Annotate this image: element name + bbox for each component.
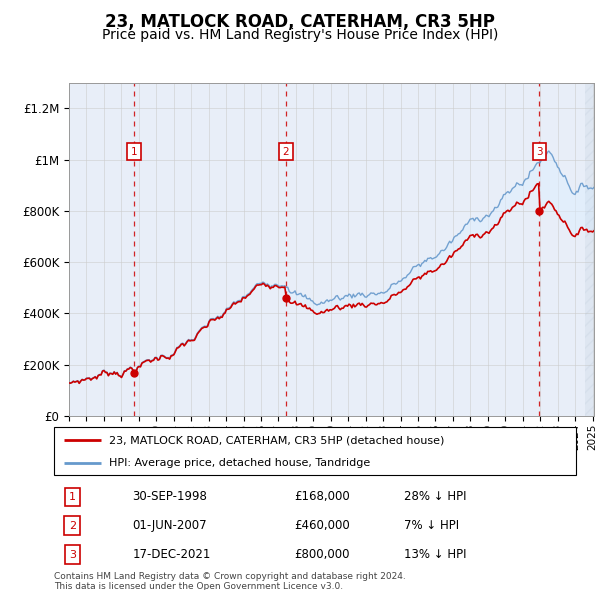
Text: 2: 2	[69, 521, 76, 530]
Text: £800,000: £800,000	[294, 548, 350, 561]
Text: £460,000: £460,000	[294, 519, 350, 532]
Text: 2: 2	[283, 147, 289, 157]
Text: Price paid vs. HM Land Registry's House Price Index (HPI): Price paid vs. HM Land Registry's House …	[102, 28, 498, 42]
Text: £168,000: £168,000	[294, 490, 350, 503]
Text: HPI: Average price, detached house, Tandridge: HPI: Average price, detached house, Tand…	[109, 458, 370, 468]
Text: 23, MATLOCK ROAD, CATERHAM, CR3 5HP (detached house): 23, MATLOCK ROAD, CATERHAM, CR3 5HP (det…	[109, 435, 444, 445]
Text: 7% ↓ HPI: 7% ↓ HPI	[404, 519, 459, 532]
Text: 1: 1	[131, 147, 138, 157]
Text: 3: 3	[69, 549, 76, 559]
Text: 13% ↓ HPI: 13% ↓ HPI	[404, 548, 466, 561]
FancyBboxPatch shape	[54, 427, 576, 475]
Text: 23, MATLOCK ROAD, CATERHAM, CR3 5HP: 23, MATLOCK ROAD, CATERHAM, CR3 5HP	[105, 13, 495, 31]
Text: 17-DEC-2021: 17-DEC-2021	[133, 548, 211, 561]
Text: 30-SEP-1998: 30-SEP-1998	[133, 490, 207, 503]
Text: 01-JUN-2007: 01-JUN-2007	[133, 519, 207, 532]
Text: Contains HM Land Registry data © Crown copyright and database right 2024.: Contains HM Land Registry data © Crown c…	[54, 572, 406, 581]
Text: This data is licensed under the Open Government Licence v3.0.: This data is licensed under the Open Gov…	[54, 582, 343, 590]
Text: 3: 3	[536, 147, 543, 157]
Text: 1: 1	[69, 492, 76, 502]
Text: 28% ↓ HPI: 28% ↓ HPI	[404, 490, 466, 503]
